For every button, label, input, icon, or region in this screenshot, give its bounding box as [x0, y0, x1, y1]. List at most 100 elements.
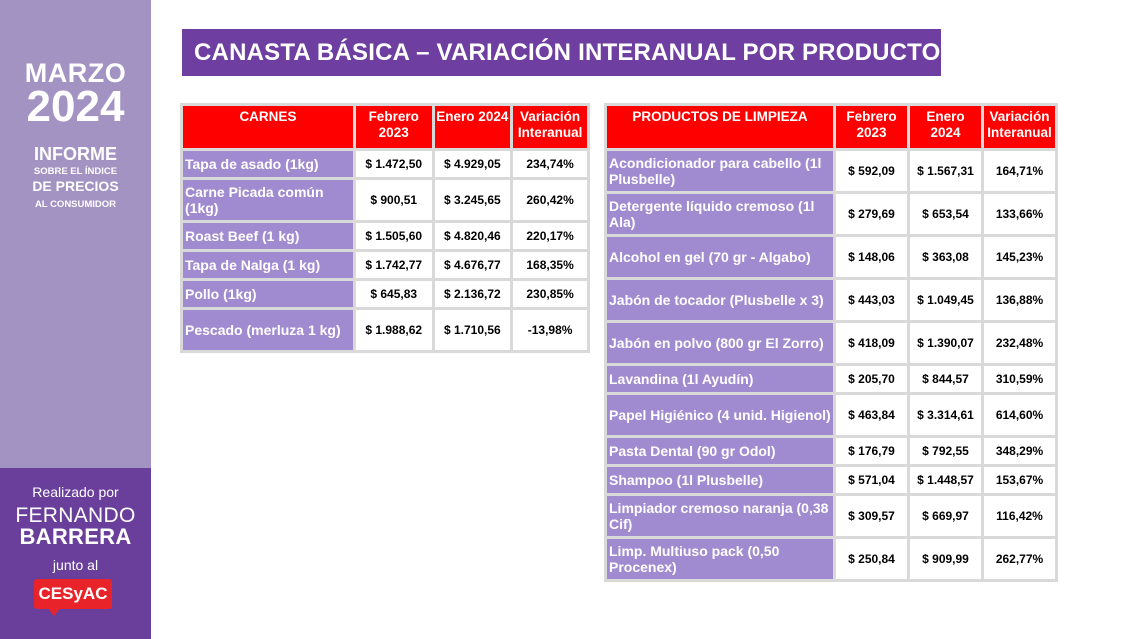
price-ene-2024: $ 653,54	[910, 194, 981, 234]
credits-junto: junto al	[52, 557, 99, 573]
variation: 310,59%	[984, 366, 1055, 392]
table-row: Roast Beef (1 kg) $ 1.505,60 $ 4.820,46 …	[183, 223, 587, 249]
price-ene-2024: $ 2.136,72	[434, 281, 511, 307]
table-row: Acondicionador para cabello (1l Plusbell…	[607, 151, 1055, 191]
table-row: Pescado (merluza 1 kg) $ 1.988,62 $ 1.71…	[183, 310, 587, 350]
table-row: Carne Picada común (1kg) $ 900,51 $ 3.24…	[183, 180, 587, 220]
product-name: Limp. Multiuso pack (0,50 Procenex)	[607, 539, 833, 579]
price-feb-2023: $ 592,09	[836, 151, 907, 191]
price-feb-2023: $ 571,04	[836, 467, 907, 493]
variation: 262,77%	[984, 539, 1055, 579]
cesyac-logo-tail	[48, 608, 60, 616]
product-name: Carne Picada común (1kg)	[183, 180, 353, 220]
product-name: Jabón en polvo (800 gr El Zorro)	[607, 323, 833, 363]
product-name: Roast Beef (1 kg)	[183, 223, 353, 249]
author-last-name: BARRERA	[19, 524, 132, 549]
report-label: INFORME	[34, 144, 117, 164]
variation: 136,88%	[984, 280, 1055, 320]
table-header-row: PRODUCTOS DE LIMPIEZA Febrero 2023 Enero…	[607, 106, 1055, 148]
variation: 234,74%	[513, 151, 587, 177]
variation: 220,17%	[513, 223, 587, 249]
table-row: Jabón de tocador (Plusbelle x 3) $ 443,0…	[607, 280, 1055, 320]
variation: -13,98%	[513, 310, 587, 350]
price-ene-2024: $ 669,97	[910, 496, 981, 536]
product-name: Alcohol en gel (70 gr - Algabo)	[607, 237, 833, 277]
table-header-row: CARNES Febrero 2023 Enero 2024 Variación…	[183, 106, 587, 148]
price-ene-2024: $ 1.448,57	[910, 467, 981, 493]
price-feb-2023: $ 900,51	[355, 180, 432, 220]
price-ene-2024: $ 1.567,31	[910, 151, 981, 191]
table-row: Shampoo (1l Plusbelle) $ 571,04 $ 1.448,…	[607, 467, 1055, 493]
table-row: Pollo (1kg) $ 645,83 $ 2.136,72 230,85%	[183, 281, 587, 307]
header-febrero: Febrero 2023	[836, 106, 907, 148]
sidebar-report-panel: MARZO 2024 INFORME SOBRE EL ÍNDICE DE PR…	[0, 0, 151, 468]
table-row: Tapa de Nalga (1 kg) $ 1.742,77 $ 4.676,…	[183, 252, 587, 278]
price-ene-2024: $ 363,08	[910, 237, 981, 277]
price-ene-2024: $ 844,57	[910, 366, 981, 392]
price-ene-2024: $ 4.676,77	[434, 252, 511, 278]
price-feb-2023: $ 418,09	[836, 323, 907, 363]
header-enero: Enero 2024	[434, 106, 511, 148]
variation: 153,67%	[984, 467, 1055, 493]
product-name: Pasta Dental (90 gr Odol)	[607, 438, 833, 464]
variation: 168,35%	[513, 252, 587, 278]
product-name: Jabón de tocador (Plusbelle x 3)	[607, 280, 833, 320]
header-variacion: Variación Interanual	[984, 106, 1055, 148]
variation: 348,29%	[984, 438, 1055, 464]
report-subtitle-line3: AL CONSUMIDOR	[34, 199, 117, 210]
table-row: Tapa de asado (1kg) $ 1.472,50 $ 4.929,0…	[183, 151, 587, 177]
table-row: Alcohol en gel (70 gr - Algabo) $ 148,06…	[607, 237, 1055, 277]
report-year: 2024	[26, 82, 125, 131]
table-row: Pasta Dental (90 gr Odol) $ 176,79 $ 792…	[607, 438, 1055, 464]
price-feb-2023: $ 205,70	[836, 366, 907, 392]
sidebar: MARZO 2024 INFORME SOBRE EL ÍNDICE DE PR…	[0, 0, 151, 639]
price-feb-2023: $ 176,79	[836, 438, 907, 464]
product-name: Pollo (1kg)	[183, 281, 353, 307]
price-feb-2023: $ 1.472,50	[355, 151, 432, 177]
sidebar-credits-panel: Realizado por FERNANDO BARRERA junto al …	[0, 468, 151, 639]
product-name: Acondicionador para cabello (1l Plusbell…	[607, 151, 833, 191]
table-row: Limpiador cremoso naranja (0,38 Cif) $ 3…	[607, 496, 1055, 536]
table-row: Detergente líquido cremoso (1l Ala) $ 27…	[607, 194, 1055, 234]
price-ene-2024: $ 3.314,61	[910, 395, 981, 435]
product-name: Detergente líquido cremoso (1l Ala)	[607, 194, 833, 234]
variation: 116,42%	[984, 496, 1055, 536]
header-productos-limpieza: PRODUCTOS DE LIMPIEZA	[607, 106, 833, 148]
variation: 230,85%	[513, 281, 587, 307]
header-febrero: Febrero 2023	[355, 106, 432, 148]
price-ene-2024: $ 3.245,65	[434, 180, 511, 220]
price-feb-2023: $ 463,84	[836, 395, 907, 435]
header-enero: Enero 2024	[910, 106, 981, 148]
variation: 164,71%	[984, 151, 1055, 191]
price-feb-2023: $ 250,84	[836, 539, 907, 579]
price-feb-2023: $ 1.742,77	[355, 252, 432, 278]
product-name: Limpiador cremoso naranja (0,38 Cif)	[607, 496, 833, 536]
product-name: Tapa de Nalga (1 kg)	[183, 252, 353, 278]
price-ene-2024: $ 1.710,56	[434, 310, 511, 350]
price-feb-2023: $ 443,03	[836, 280, 907, 320]
credits-realizado: Realizado por	[32, 484, 119, 500]
product-name: Lavandina (1l Ayudín)	[607, 366, 833, 392]
product-name: Pescado (merluza 1 kg)	[183, 310, 353, 350]
table-row: Jabón en polvo (800 gr El Zorro) $ 418,0…	[607, 323, 1055, 363]
table-row: Lavandina (1l Ayudín) $ 205,70 $ 844,57 …	[607, 366, 1055, 392]
table-row: Papel Higiénico (4 unid. Higienol) $ 463…	[607, 395, 1055, 435]
product-name: Shampoo (1l Plusbelle)	[607, 467, 833, 493]
price-feb-2023: $ 1.505,60	[355, 223, 432, 249]
report-subtitle-line1: SOBRE EL ÍNDICE	[33, 166, 118, 177]
cesyac-logo: CESyAC	[34, 579, 112, 609]
variation: 133,66%	[984, 194, 1055, 234]
header-variacion: Variación Interanual	[513, 106, 587, 148]
price-feb-2023: $ 645,83	[355, 281, 432, 307]
carnes-table: CARNES Febrero 2023 Enero 2024 Variación…	[180, 103, 590, 353]
variation: 145,23%	[984, 237, 1055, 277]
report-month: MARZO	[24, 58, 127, 88]
product-name: Papel Higiénico (4 unid. Higienol)	[607, 395, 833, 435]
limpieza-table: PRODUCTOS DE LIMPIEZA Febrero 2023 Enero…	[604, 103, 1058, 582]
price-feb-2023: $ 279,69	[836, 194, 907, 234]
table-row: Limp. Multiuso pack (0,50 Procenex) $ 25…	[607, 539, 1055, 579]
price-ene-2024: $ 1.049,45	[910, 280, 981, 320]
price-ene-2024: $ 4.820,46	[434, 223, 511, 249]
price-ene-2024: $ 909,99	[910, 539, 981, 579]
header-carnes: CARNES	[183, 106, 353, 148]
